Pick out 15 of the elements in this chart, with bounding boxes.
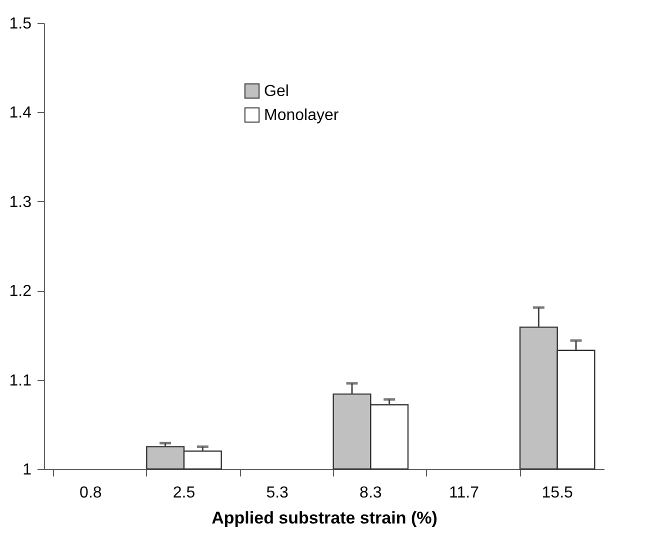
legend-label: Gel: [264, 83, 289, 100]
x-tick-label: 15.5: [542, 484, 574, 502]
x-tick-label: 5.3: [266, 484, 289, 502]
y-tick-label: 1: [22, 462, 32, 478]
y-tick-label: 1.5: [9, 16, 32, 32]
y-tick-label: 1.1: [9, 372, 32, 390]
y-tick-label: 1.2: [9, 283, 32, 300]
x-tick-label: 11.7: [449, 484, 480, 502]
y-tick-label: 1.4: [9, 104, 32, 122]
x-tick-label: 2.5: [172, 484, 196, 502]
x-tick-label: 0.8: [80, 484, 102, 502]
legend-label: Monolayer: [264, 107, 340, 124]
x-tick-label: 8.3: [360, 484, 382, 502]
x-axis-title: Applied substrate strain (%): [212, 508, 438, 528]
y-tick-label: 1.3: [9, 194, 32, 211]
